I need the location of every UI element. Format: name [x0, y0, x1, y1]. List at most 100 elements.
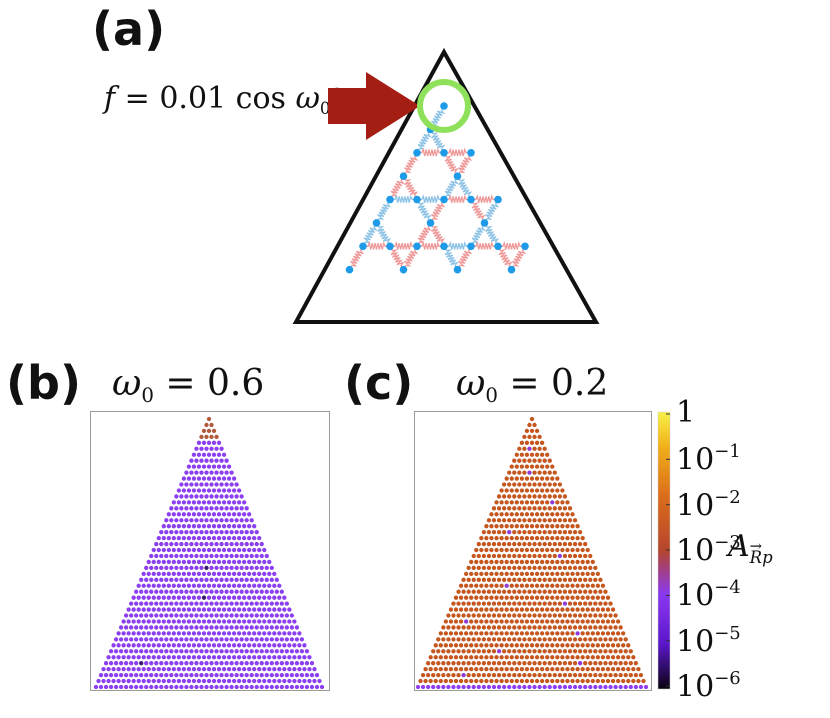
- site-amplitude-dot: [491, 530, 497, 535]
- site-amplitude-dot: [141, 595, 146, 600]
- site-amplitude-dot: [598, 601, 603, 606]
- site-amplitude-dot: [103, 672, 109, 678]
- site-amplitude-dot: [588, 637, 593, 642]
- site-amplitude-dot: [527, 422, 532, 428]
- site-amplitude-dot: [287, 643, 292, 648]
- site-amplitude-dot: [254, 684, 259, 690]
- site-amplitude-dot: [234, 625, 239, 630]
- site-amplitude-dot: [431, 661, 436, 666]
- site-amplitude-dot: [436, 672, 441, 678]
- site-amplitude-dot: [134, 661, 139, 666]
- site-amplitude-dot: [527, 589, 532, 594]
- site-amplitude-dot: [156, 607, 161, 612]
- site-amplitude-dot: [156, 619, 161, 624]
- site-amplitude-dot: [216, 595, 222, 600]
- site-amplitude-dot: [199, 446, 204, 451]
- site-amplitude-dot: [489, 535, 494, 541]
- site-amplitude-dot: [501, 613, 507, 618]
- site-amplitude-dot: [196, 535, 202, 541]
- site-amplitude-dot: [463, 678, 469, 684]
- site-amplitude-dot: [479, 607, 484, 612]
- site-amplitude-dot: [139, 637, 144, 642]
- site-amplitude-dot: [565, 524, 570, 529]
- site-amplitude-dot: [600, 619, 606, 624]
- site-amplitude-dot: [146, 559, 151, 565]
- site-amplitude-dot: [484, 571, 489, 576]
- site-amplitude-dot: [181, 666, 187, 672]
- site-amplitude-dot: [199, 589, 204, 594]
- site-amplitude-dot: [166, 607, 171, 612]
- site-amplitude-dot: [209, 434, 214, 440]
- site-amplitude-dot: [174, 577, 179, 582]
- site-amplitude-dot: [534, 643, 540, 648]
- site-amplitude-dot: [151, 571, 156, 576]
- site-amplitude-dot: [491, 553, 497, 559]
- site-amplitude-dot: [221, 559, 227, 565]
- site-amplitude-dot: [517, 446, 522, 451]
- site-amplitude-dot: [537, 684, 542, 690]
- site-amplitude-dot: [603, 661, 608, 666]
- site-amplitude-dot: [453, 631, 459, 636]
- site-amplitude-dot: [156, 643, 161, 648]
- site-amplitude-dot: [204, 422, 209, 428]
- site-amplitude-dot: [534, 583, 540, 588]
- site-amplitude-dot: [164, 672, 169, 678]
- site-amplitude-dot: [181, 524, 187, 529]
- site-amplitude-dot: [441, 684, 446, 690]
- site-amplitude-dot: [463, 583, 469, 588]
- site-amplitude-dot: [272, 631, 277, 636]
- site-amplitude-dot: [242, 666, 247, 672]
- site-amplitude-dot: [121, 655, 126, 660]
- site-amplitude-dot: [509, 476, 514, 481]
- site-amplitude-dot: [446, 637, 451, 642]
- site-amplitude-dot: [262, 583, 267, 588]
- site-amplitude-dot: [580, 666, 585, 672]
- site-amplitude-dot: [267, 655, 272, 660]
- site-amplitude-dot: [118, 672, 124, 678]
- site-amplitude-dot: [234, 589, 239, 594]
- site-amplitude-dot: [572, 649, 578, 654]
- site-amplitude-dot: [211, 571, 217, 576]
- site-amplitude-dot: [199, 506, 204, 511]
- site-amplitude-dot: [621, 643, 626, 648]
- site-amplitude-dot: [234, 601, 239, 606]
- site-amplitude-dot: [496, 613, 502, 618]
- site-amplitude-dot: [221, 500, 227, 505]
- site-amplitude-dot: [517, 613, 522, 618]
- site-amplitude-dot: [239, 649, 244, 654]
- site-amplitude-dot: [575, 643, 580, 648]
- site-amplitude-dot: [545, 512, 550, 517]
- site-amplitude-dot: [560, 547, 565, 553]
- site-amplitude-dot: [221, 631, 227, 636]
- site-amplitude-dot: [204, 530, 209, 535]
- site-amplitude-dot: [474, 607, 479, 612]
- site-amplitude-dot: [299, 661, 305, 666]
- site-amplitude-dot: [509, 500, 514, 505]
- site-amplitude-dot: [262, 631, 267, 636]
- site-amplitude-dot: [489, 678, 494, 684]
- panel-b-label: (b): [6, 356, 81, 410]
- site-amplitude-dot: [471, 684, 476, 690]
- site-amplitude-dot: [504, 571, 509, 576]
- site-amplitude-dot: [194, 482, 199, 487]
- site-amplitude-dot: [224, 530, 229, 535]
- site-amplitude-dot: [134, 684, 139, 690]
- site-amplitude-dot: [499, 524, 504, 529]
- site-amplitude-dot: [209, 470, 214, 475]
- site-amplitude-dot: [557, 649, 563, 654]
- site-amplitude-dot: [524, 500, 530, 505]
- site-amplitude-dot: [179, 541, 184, 547]
- site-amplitude-dot: [415, 684, 421, 690]
- site-amplitude-dot: [236, 500, 242, 505]
- site-amplitude-dot: [236, 655, 242, 660]
- site-amplitude-dot: [224, 458, 229, 463]
- site-amplitude-dot: [156, 655, 161, 660]
- site-amplitude-dot: [499, 571, 504, 576]
- site-amplitude-dot: [598, 649, 603, 654]
- site-amplitude-dot: [242, 571, 247, 576]
- site-amplitude-dot: [204, 577, 209, 582]
- site-amplitude-dot: [595, 631, 601, 636]
- site-amplitude-dot: [247, 631, 252, 636]
- site-amplitude-dot: [539, 571, 545, 576]
- site-amplitude-dot: [126, 607, 131, 612]
